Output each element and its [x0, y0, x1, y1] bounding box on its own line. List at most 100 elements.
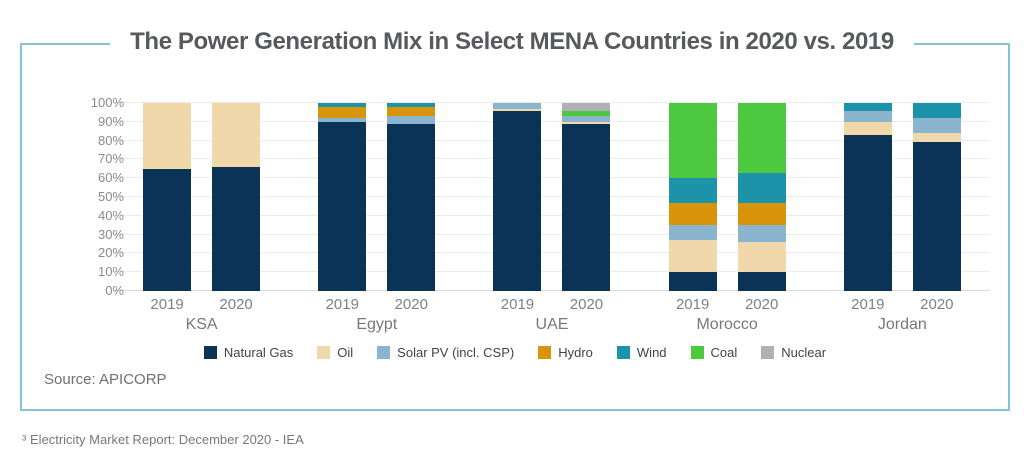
legend-swatch-coal [690, 346, 704, 359]
bar-segment-oil [143, 103, 192, 169]
legend-swatch-hydro [538, 346, 552, 359]
stacked-bar-morocco-2020 [737, 103, 786, 291]
legend-swatch-solar-pv-incl-csp [377, 346, 391, 359]
bar-segment-oil [493, 108, 542, 111]
bar-segment-hydro [387, 106, 436, 117]
years-row: 2019 2020 [844, 296, 961, 313]
legend-item-coal: Coal [690, 345, 737, 360]
legend-label: Natural Gas [223, 345, 294, 360]
country-label: Jordan [877, 316, 927, 333]
bars-row [843, 103, 961, 291]
y-axis-tick-label: 90% [97, 113, 124, 129]
country-label: Egypt [356, 316, 398, 333]
bar-segment-natural-gas [562, 123, 611, 291]
y-axis-tick-label: 80% [97, 132, 124, 148]
bar-segment-hydro [737, 202, 786, 226]
bar-segment-solar-pv-incl-csp [318, 118, 367, 122]
legend-swatch-wind [616, 346, 630, 359]
bar-segment-solar-pv-incl-csp [912, 118, 961, 134]
bars-row [143, 103, 261, 291]
bar-segment-solar-pv-incl-csp [668, 225, 717, 241]
bar-segment-wind [737, 172, 786, 203]
stacked-bar-ksa-2020 [212, 103, 261, 291]
legend-label: Solar PV (incl. CSP) [397, 345, 515, 360]
gridline [114, 102, 990, 103]
year-label: 2020 [219, 296, 253, 313]
legend-item-hydro: Hydro [538, 345, 593, 360]
years-row: 2019 2020 [669, 296, 786, 313]
stacked-bar-uae-2020 [562, 103, 611, 291]
source-label: Source: APICORP [44, 371, 167, 388]
bar-segment-oil [562, 121, 611, 124]
bar-segment-natural-gas [387, 123, 436, 291]
bar-segment-wind [387, 103, 436, 107]
gridline [114, 196, 990, 197]
bar-segment-coal [737, 103, 786, 173]
footnote: ³ Electricity Market Report: December 20… [22, 432, 304, 447]
y-axis-tick-label: 70% [97, 151, 124, 167]
year-label: 2020 [394, 296, 428, 313]
bar-segment-wind [318, 103, 367, 107]
stacked-bar-uae-2019 [493, 103, 542, 291]
y-axis-tick-label: 50% [97, 189, 124, 204]
bar-segment-solar-pv-incl-csp [737, 225, 786, 243]
y-axis-tick-label: 60% [97, 170, 124, 186]
bar-segment-nuclear [562, 103, 611, 111]
chart-frame: 0% 10% 20% 30% 40% 50% 60% 70% 80% 90% 100% 2019 20… [20, 43, 1010, 411]
bar-group-morocco: 2019 2020 Morocco [668, 103, 786, 334]
bar-group-jordan: 2019 2020 Jordan [843, 103, 961, 334]
bar-segment-coal [668, 103, 717, 179]
years-row: 2019 2020 [493, 296, 610, 313]
legend-item-wind: Wind [616, 345, 667, 360]
year-label: 2019 [150, 296, 184, 313]
y-axis-tick-label: 10% [97, 264, 124, 280]
gridline [114, 214, 990, 216]
year-label: 2020 [569, 296, 604, 313]
bar-segment-oil [737, 242, 786, 273]
year-label: 2020 [920, 296, 954, 313]
plot-area [114, 102, 990, 291]
legend-item-oil: Oil [317, 345, 353, 360]
stacked-bar-egypt-2020 [387, 103, 436, 291]
bars-row [668, 103, 786, 291]
stacked-bar-ksa-2019 [143, 103, 192, 291]
bar-segment-natural-gas [912, 142, 961, 291]
bar-segment-solar-pv-incl-csp [493, 103, 542, 109]
gridline [114, 120, 990, 122]
bar-segment-hydro [668, 202, 717, 226]
bar-segment-solar-pv-incl-csp [843, 110, 892, 122]
gridline [114, 139, 990, 141]
legend-label: Oil [337, 345, 354, 360]
bar-segment-hydro [318, 106, 367, 119]
bar-segment-natural-gas [318, 121, 367, 291]
year-label: 2019 [675, 296, 710, 313]
year-label: 2020 [744, 296, 779, 313]
gridline [114, 271, 990, 273]
legend-item-solar-pv-incl-csp: Solar PV (incl. CSP) [377, 345, 514, 360]
legend-label: Wind [636, 345, 667, 360]
bar-segment-natural-gas [668, 272, 717, 291]
gridline [114, 233, 990, 235]
y-axis-tick-label: 0% [105, 283, 124, 298]
bars-row [493, 103, 611, 291]
gridline [114, 177, 990, 179]
y-axis-tick-label: 40% [97, 207, 124, 223]
bar-segment-natural-gas [493, 110, 542, 291]
gridline [114, 252, 990, 254]
bar-segment-solar-pv-incl-csp [562, 116, 611, 122]
bar-segment-oil [912, 133, 961, 143]
stacked-bar-jordan-2020 [912, 103, 961, 291]
gridline [114, 158, 990, 160]
country-label: UAE [535, 316, 569, 333]
bar-segment-natural-gas [212, 166, 261, 291]
legend-swatch-oil [317, 346, 331, 359]
bar-segment-solar-pv-incl-csp [387, 116, 436, 124]
bar-segment-wind [843, 103, 892, 111]
bar-segment-coal [562, 110, 611, 117]
bar-group-ksa: 2019 2020 KSA [143, 103, 261, 334]
legend-swatch-nuclear [761, 346, 775, 359]
bar-groups: 2019 2020 KSA 2019 2020 Egypt 2019 2020 UAE 2019 2… [114, 103, 990, 334]
country-label: KSA [185, 316, 218, 333]
bar-segment-oil [212, 103, 261, 167]
legend-label: Hydro [558, 345, 593, 360]
